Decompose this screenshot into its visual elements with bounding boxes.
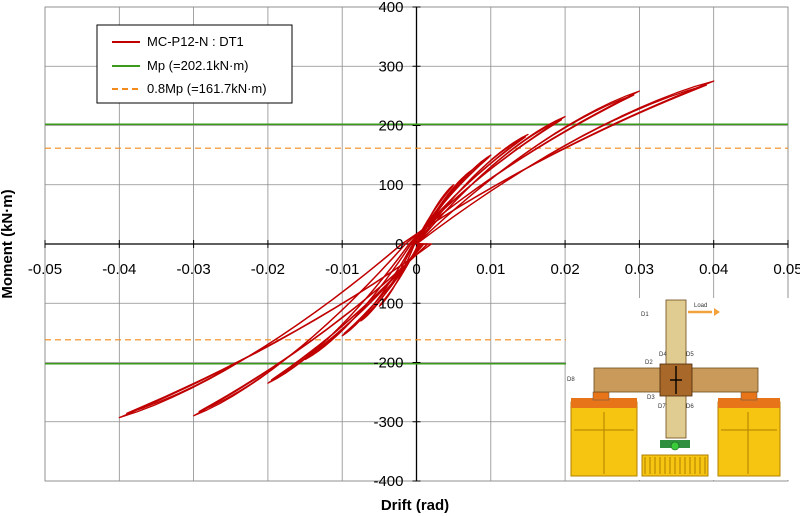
inset-label-d1: D1	[641, 312, 649, 318]
x-tick-label: -0.01	[325, 261, 359, 278]
x-tick-label: 0.01	[476, 261, 505, 278]
y-tick-label: -200	[373, 355, 403, 372]
inset-label-load: Load	[694, 303, 707, 309]
x-axis-title: Drift (rad)	[381, 497, 449, 514]
legend: MC-P12-N : DT1 Mp (=202.1kN·m) 0.8Mp (=1…	[96, 24, 293, 104]
y-tick-label: -400	[373, 473, 403, 490]
hysteresis-curve	[118, 80, 715, 419]
legend-label-curve: MC-P12-N : DT1	[147, 34, 244, 49]
inset-label-d2: D2	[645, 360, 653, 366]
legend-label-mp: Mp (=202.1kN·m)	[147, 58, 249, 73]
x-tick-label: 0.03	[625, 261, 654, 278]
y-tick-label: -300	[373, 414, 403, 431]
x-tick-label: -0.05	[28, 261, 62, 278]
x-tick-label: 0.02	[550, 261, 579, 278]
y-tick-label: -100	[373, 295, 403, 312]
inset-label-d4: D4	[659, 352, 667, 358]
load-arrow-head	[714, 308, 720, 316]
y-tick-label: 100	[378, 177, 403, 194]
inset-label-d8: D8	[567, 377, 575, 383]
x-tick-label: 0.04	[699, 261, 728, 278]
y-tick-label: 300	[378, 58, 403, 75]
hysteresis-loop	[126, 84, 707, 414]
left-support-cap	[571, 398, 637, 408]
inset-label-d5: D5	[686, 352, 694, 358]
test-setup-inset: Load D1 D2 D3 D4 D5 D6 D7 D8	[566, 298, 790, 480]
y-axis-title: Moment (kN·m)	[0, 189, 16, 298]
base-hatch	[644, 457, 706, 474]
legend-label-08mp: 0.8Mp (=161.7kN·m)	[147, 81, 267, 96]
x-tick-label: -0.04	[102, 261, 136, 278]
inset-label-d6: D6	[686, 404, 694, 410]
right-support-cap	[718, 398, 780, 408]
right-support-frame	[717, 401, 781, 477]
y-tick-label: 0	[395, 236, 403, 253]
inset-label-d7: D7	[658, 404, 666, 410]
legend-box	[96, 24, 293, 104]
x-tick-label: -0.02	[251, 261, 285, 278]
x-tick-label: -0.03	[176, 261, 210, 278]
inset-label-d3: D3	[647, 395, 655, 401]
x-tick-label: 0.05	[773, 261, 800, 278]
right-pin	[740, 391, 758, 401]
tick-labels: -0.05 -0.04 -0.03 -0.02 -0.01 0 0.01 0.02 0.03 0.…	[28, 0, 800, 490]
left-pin	[592, 391, 610, 401]
y-tick-label: 200	[378, 118, 403, 135]
x-tick-label: 0	[412, 261, 420, 278]
y-tick-label: 400	[378, 0, 403, 16]
column-pin	[670, 441, 680, 451]
